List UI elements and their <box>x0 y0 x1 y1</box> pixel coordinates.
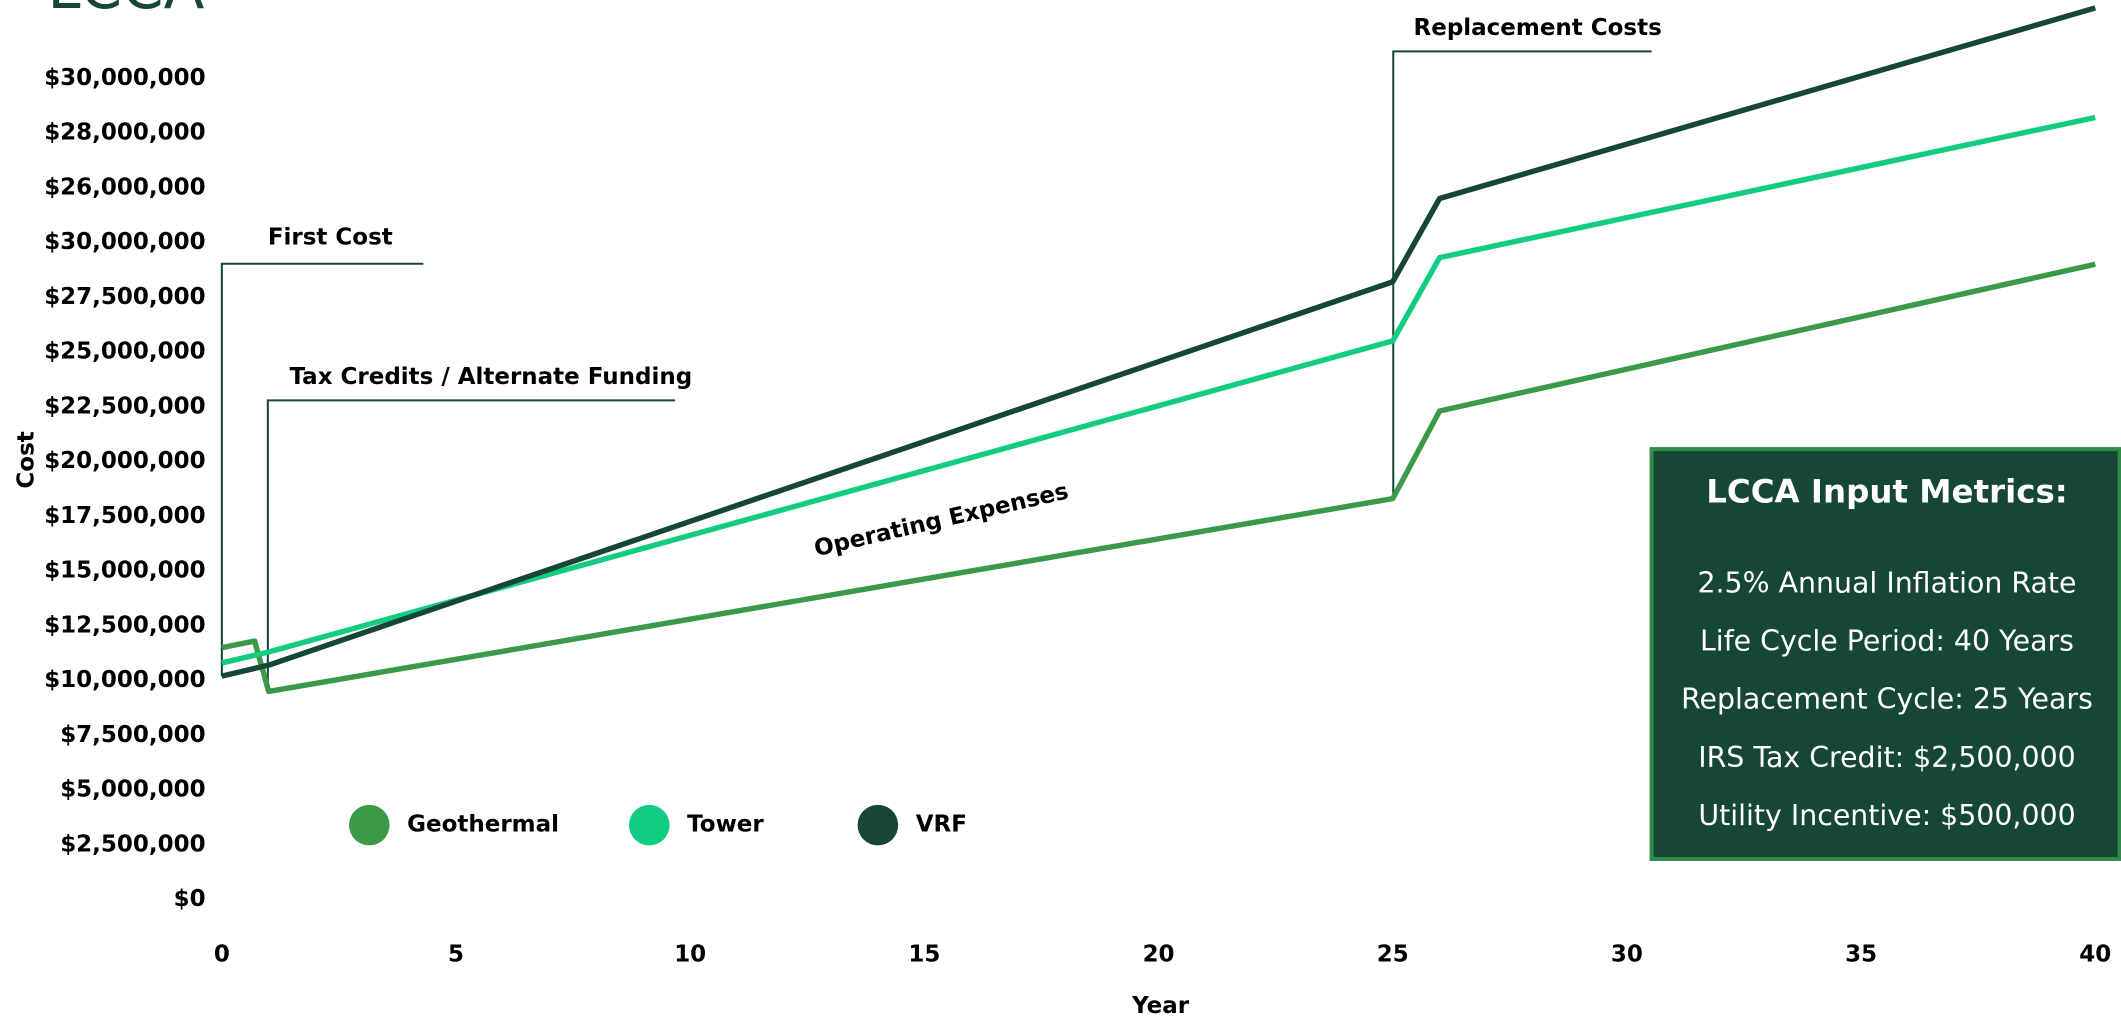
y-tick-label: $5,000,000 <box>60 777 205 803</box>
x-tick-label: 35 <box>1845 941 1877 967</box>
y-tick-label: $30,000,000 <box>44 229 205 255</box>
annotation: Replacement Costs <box>1414 15 1662 41</box>
y-tick-label: $30,000,000 <box>44 65 205 91</box>
y-tick-label: $17,500,000 <box>44 503 205 529</box>
legend-label: Tower <box>687 812 764 838</box>
annotation: Tax Credits / Alternate Funding <box>289 364 692 390</box>
y-tick-label: $20,000,000 <box>44 448 205 474</box>
y-axis-title: Cost <box>14 431 40 488</box>
y-tick-label: $26,000,000 <box>44 174 205 200</box>
y-tick-label: $10,000,000 <box>44 667 205 693</box>
y-tick-label: $28,000,000 <box>44 120 205 146</box>
metrics-panel <box>1649 447 2121 861</box>
y-tick-label: $27,500,000 <box>44 284 205 310</box>
metric-item: Replacement Cycle: 25 Years <box>1681 683 2093 716</box>
x-tick-label: 10 <box>674 941 706 967</box>
x-tick-label: 15 <box>908 941 940 967</box>
y-tick-label: $12,500,000 <box>44 612 205 638</box>
x-tick-label: 25 <box>1377 941 1409 967</box>
y-tick-label: $25,000,000 <box>44 339 205 365</box>
x-tick-label: 30 <box>1611 941 1643 967</box>
x-axis-title: Year <box>1131 993 1190 1019</box>
x-tick-label: 0 <box>214 941 230 967</box>
legend-swatch <box>857 804 899 846</box>
annotation-bracket <box>266 399 675 692</box>
y-tick-label: $22,500,000 <box>44 393 205 419</box>
y-tick-label: $15,000,000 <box>44 558 205 584</box>
metric-item: IRS Tax Credit: $2,500,000 <box>1698 741 2076 774</box>
y-tick-label: $7,500,000 <box>60 722 205 748</box>
metric-item: Utility Incentive: $500,000 <box>1698 799 2075 832</box>
annotation-bracket <box>1392 50 1652 498</box>
x-tick-label: 40 <box>2079 941 2111 967</box>
logo: LCCA <box>47 0 204 23</box>
legend-swatch <box>628 804 670 846</box>
metric-item: 2.5% Annual Inflation Rate <box>1697 566 2076 599</box>
series-line <box>221 261 2096 695</box>
annotation-bracket <box>220 262 424 677</box>
metric-item: Life Cycle Period: 40 Years <box>1700 625 2074 658</box>
legend-swatch <box>348 804 390 846</box>
annotation: First Cost <box>268 225 393 251</box>
y-tick-label: $2,500,000 <box>60 831 205 857</box>
legend-label: VRF <box>916 812 967 838</box>
metrics-title: LCCA Input Metrics: <box>1706 473 2068 511</box>
y-tick-label: $0 <box>174 886 206 912</box>
x-tick-label: 20 <box>1143 941 1175 967</box>
series-line <box>221 114 2096 666</box>
series-line <box>221 5 2097 679</box>
x-tick-label: 5 <box>448 941 464 967</box>
legend-label: Geothermal <box>407 812 559 838</box>
